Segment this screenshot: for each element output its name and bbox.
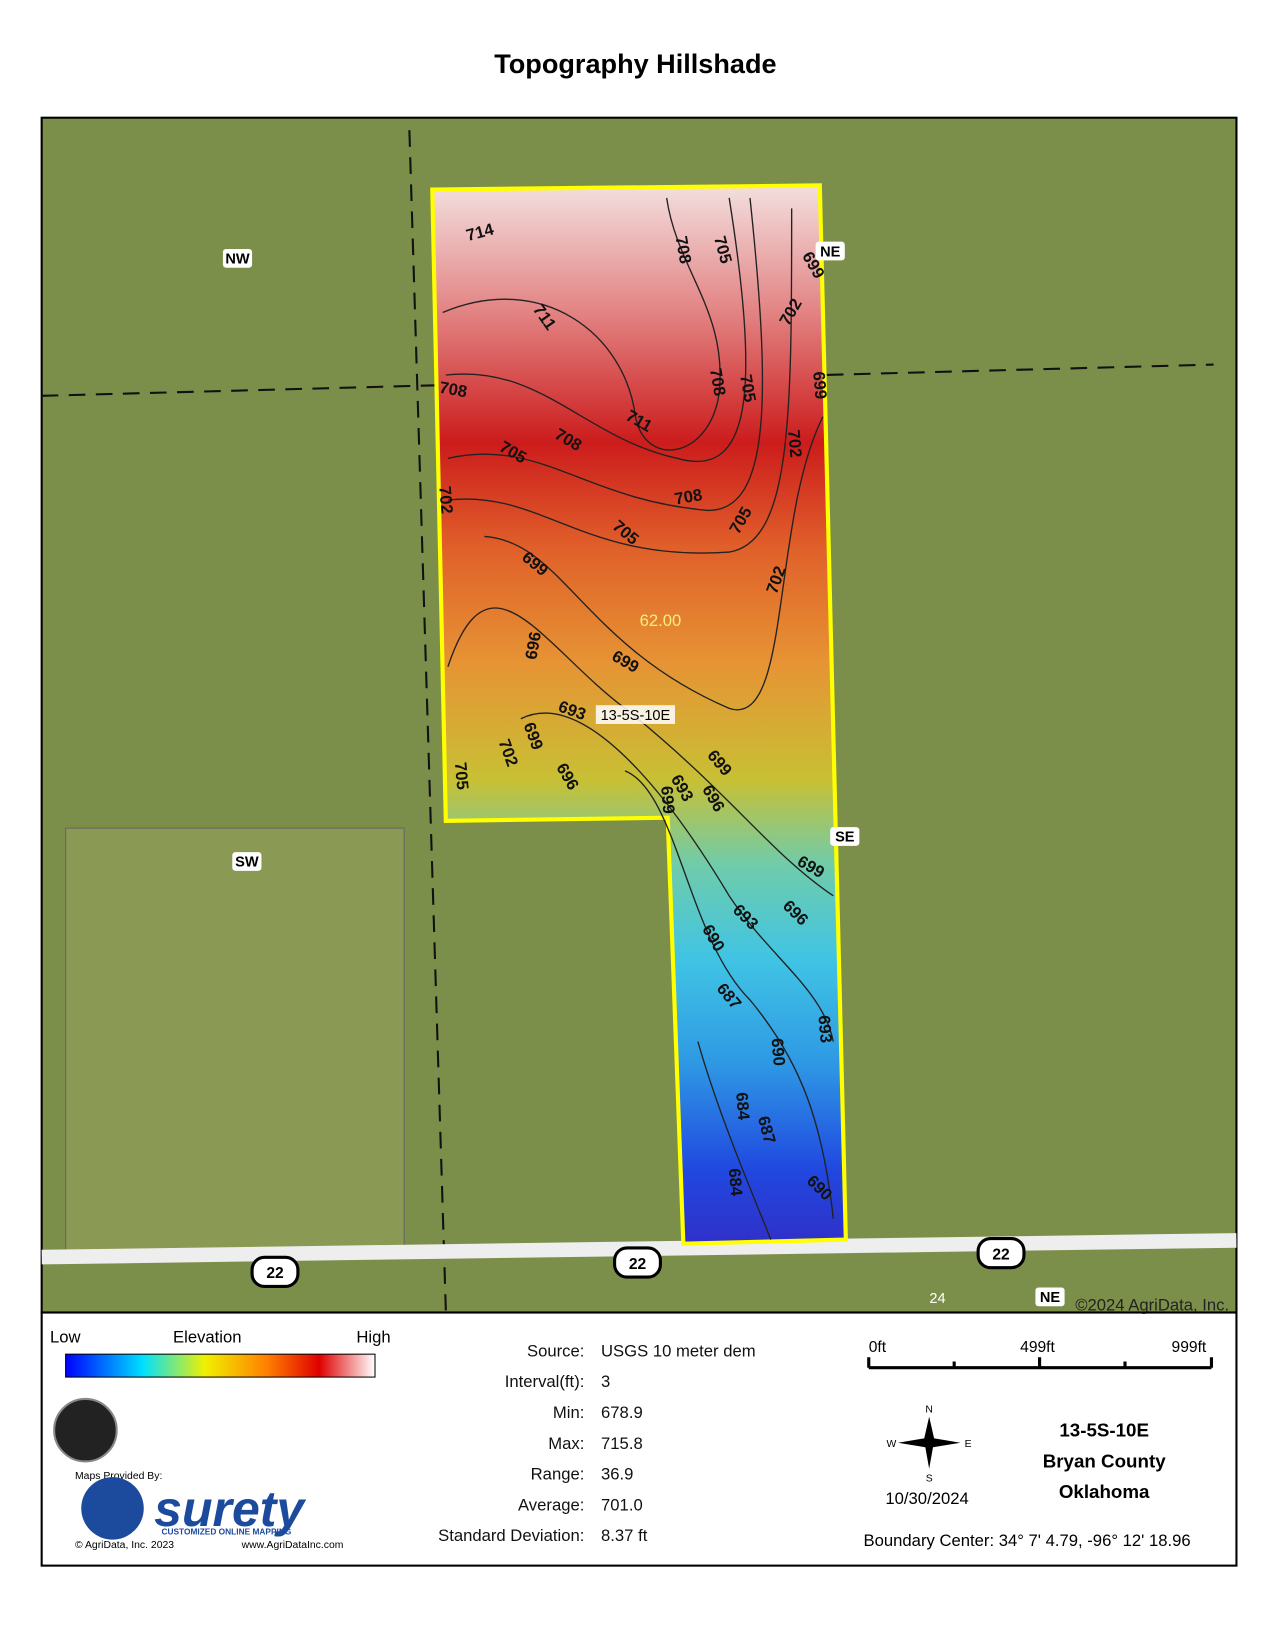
corner-label: NE	[1035, 1287, 1065, 1307]
road-label: 22	[266, 1265, 284, 1282]
scale-tick: 0ft	[869, 1339, 887, 1356]
compass-w: W	[886, 1439, 896, 1450]
road-shield	[613, 1246, 662, 1279]
stat-label: Average:	[518, 1495, 584, 1514]
contour-label: 705	[451, 761, 472, 790]
parcel	[65, 827, 405, 1251]
contour-label: 708	[673, 485, 704, 509]
corner-label-box	[1035, 1287, 1065, 1307]
corner-label: NE	[820, 244, 841, 260]
corner-label: NE	[815, 241, 845, 261]
compass: N E S W	[886, 1405, 971, 1485]
provided-by: Maps Provided By:	[75, 1471, 162, 1482]
road-shield	[250, 1255, 300, 1289]
copyright: ©2024 AgriData, Inc.	[1075, 1295, 1229, 1314]
stat-value: 8.37 ft	[601, 1526, 648, 1545]
contour-label: 708	[706, 367, 730, 398]
compass-e: E	[965, 1439, 972, 1450]
stats: Source: USGS 10 meter dem Interval(ft): 3 Mi…	[438, 1341, 756, 1545]
contour-label: 696	[522, 630, 546, 661]
road-label: 24	[929, 1291, 945, 1307]
road-label: 22	[992, 1246, 1010, 1263]
corner-label-box	[232, 852, 262, 871]
stat-value: 701.0	[601, 1495, 643, 1514]
stat-label: Standard Deviation:	[438, 1526, 584, 1545]
contour-label: 684	[725, 1168, 746, 1198]
contours	[442, 197, 835, 1240]
contour-label: 702	[784, 429, 805, 458]
scale-tick: 499ft	[1020, 1339, 1055, 1356]
stat-label: Max:	[548, 1434, 584, 1453]
legend: Low Elevation High Maps Provided By: sur…	[50, 1328, 391, 1551]
road-label: 22	[629, 1256, 647, 1273]
section-line	[41, 363, 1214, 397]
title: Topography Hillshade	[494, 48, 776, 79]
legend-title: Elevation	[173, 1328, 242, 1347]
contour-label: 699	[809, 371, 830, 400]
date: 10/30/2024	[885, 1489, 968, 1508]
field-label: 13-5S-10E	[601, 708, 671, 724]
contour-label: 702	[435, 485, 456, 514]
stat-label: Min:	[553, 1403, 584, 1422]
brand: surety	[154, 1481, 306, 1537]
contour-label: 705	[736, 373, 760, 404]
globe	[81, 1477, 144, 1540]
corner-label: SE	[830, 827, 860, 846]
stat-label: Source:	[527, 1341, 584, 1360]
legend-low: Low	[50, 1328, 82, 1347]
legend-frame	[40, 1311, 1238, 1567]
stat-value: 36.9	[601, 1465, 633, 1484]
contour-label: 708	[672, 234, 696, 265]
contour-label: 693	[814, 1014, 835, 1043]
corner-label-box	[830, 827, 860, 846]
corner-label: NE	[1040, 1290, 1061, 1306]
brand-url: www.AgriDataInc.com	[241, 1540, 344, 1551]
corner-label-box	[815, 241, 845, 261]
road-shield	[976, 1236, 1026, 1270]
contour-label: 708	[438, 378, 469, 402]
stat-value: 678.9	[601, 1403, 643, 1422]
stat-label: Range:	[531, 1465, 585, 1484]
brand-copyright: © AgriData, Inc. 2023	[75, 1540, 174, 1551]
stat-value: 715.8	[601, 1434, 643, 1453]
contour-label: 684	[732, 1091, 753, 1121]
section-line	[408, 130, 447, 1311]
corner-label: SW	[235, 855, 259, 871]
boundary-center: Boundary Center: 34° 7' 4.79, -96° 12' 1…	[864, 1531, 1191, 1550]
field-label-box	[595, 705, 675, 724]
section: 13-5S-10E	[1059, 1419, 1149, 1440]
scale-bar: 0ft 499ft 999ft	[867, 1339, 1214, 1370]
scale-tick: 999ft	[1172, 1339, 1207, 1356]
logo	[53, 1397, 118, 1463]
compass-s: S	[926, 1473, 933, 1484]
contour-label: 690	[767, 1037, 788, 1066]
acreage: 62.00	[640, 611, 682, 630]
state: Oklahoma	[1059, 1481, 1150, 1502]
brand-tagline: CUSTOMIZED ONLINE MAPPING	[161, 1526, 291, 1536]
corner-label: NW	[222, 248, 253, 268]
county: Bryan County	[1043, 1451, 1167, 1472]
legend-ramp	[65, 1353, 376, 1378]
corner-label-box	[222, 248, 253, 268]
legend-high: High	[356, 1328, 390, 1347]
stat-value: 3	[601, 1372, 610, 1391]
corner-label: SW	[232, 852, 262, 871]
corner-label: NW	[225, 252, 250, 268]
compass-n: N	[925, 1405, 933, 1416]
contour-label: 699	[657, 785, 678, 814]
stat-label: Interval(ft):	[505, 1372, 585, 1391]
stat-value: USGS 10 meter dem	[601, 1341, 756, 1360]
corner-label: SE	[835, 830, 855, 846]
